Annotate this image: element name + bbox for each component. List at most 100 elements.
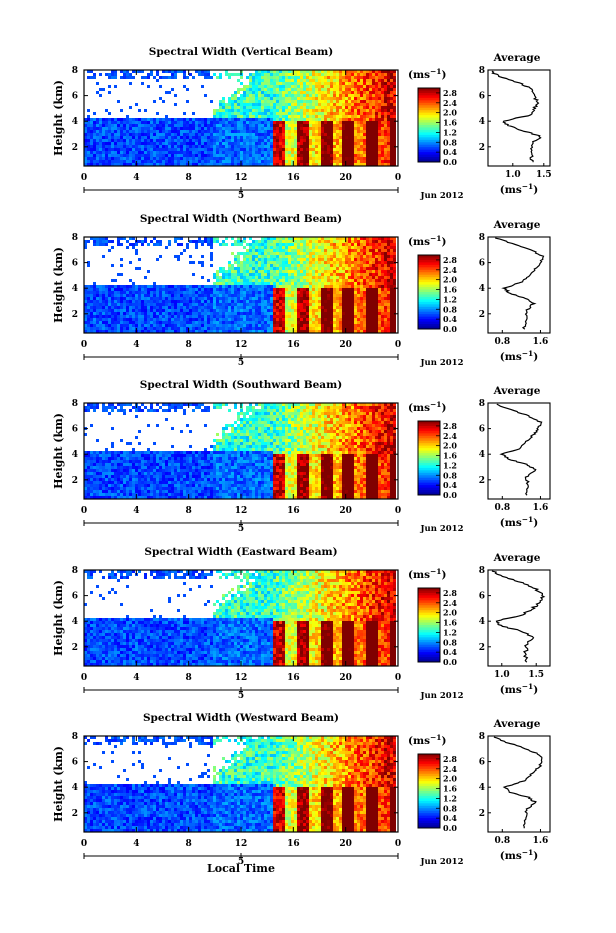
y-tick-label: 2	[72, 643, 78, 653]
average-unit-label: (ms−1)	[500, 182, 538, 196]
colorbar-tick-label: 0.4	[443, 147, 457, 157]
panel-title: Spectral Width (Northward Beam)	[140, 213, 342, 225]
spectral-width-heatmap	[84, 237, 396, 333]
colorbar-tick-label: 0.8	[443, 803, 457, 813]
average-y-tick-label: 4	[479, 117, 485, 127]
colorbar-tick-label: 2.0	[443, 608, 457, 618]
x-tick-label: 4	[133, 506, 139, 516]
colorbar-tick-label: 0.0	[443, 490, 457, 500]
average-title: Average	[493, 552, 541, 564]
y-tick-label: 8	[72, 566, 78, 576]
y-tick-label: 6	[72, 425, 78, 435]
colorbar-tick-label: 1.6	[443, 285, 457, 295]
average-x-tick-label: 1.6	[533, 503, 549, 513]
average-x-tick-label: 1.5	[528, 670, 544, 680]
average-unit-label: (ms−1)	[500, 848, 538, 862]
average-y-tick-label: 8	[479, 233, 485, 243]
x-tick-label: 4	[133, 340, 139, 350]
y-tick-label: 8	[72, 233, 78, 243]
panel-title: Spectral Width (Eastward Beam)	[144, 546, 337, 558]
average-y-tick-label: 2	[479, 643, 485, 653]
colorbar-tick-label: 1.6	[443, 451, 457, 461]
colorbar-tick-label: 0.4	[443, 480, 457, 490]
x-tick-label: 0	[81, 173, 87, 183]
x-tick-label: 0	[81, 673, 87, 683]
average-y-tick-label: 4	[479, 783, 485, 793]
average-x-tick-label: 0.8	[494, 503, 510, 513]
average-y-tick-label: 2	[479, 143, 485, 153]
colorbar-tick-label: 0.8	[443, 470, 457, 480]
colorbar-tick-label: 2.0	[443, 774, 457, 784]
y-tick-label: 2	[72, 310, 78, 320]
x-tick-label: 0	[395, 839, 401, 849]
y-tick-label: 6	[72, 92, 78, 102]
panel-3: Spectral Width (Southward Beam)2468Heigh…	[52, 379, 550, 534]
average-x-tick-label: 1.5	[536, 170, 552, 180]
colorbar: 2.82.42.01.61.20.80.40.0	[418, 588, 457, 667]
average-x-tick-label: 1.6	[533, 836, 549, 846]
date-tick-label: 5	[238, 691, 244, 701]
colorbar-tick-label: 2.8	[443, 754, 457, 764]
average-y-tick-label: 8	[479, 732, 485, 742]
average-y-tick-label: 4	[479, 450, 485, 460]
date-label: Jun 2012	[420, 524, 464, 534]
colorbar-tick-label: 2.0	[443, 108, 457, 118]
colorbar-tick-label: 0.8	[443, 637, 457, 647]
y-tick-label: 2	[72, 143, 78, 153]
date-tick-label: 5	[238, 358, 244, 368]
x-tick-label: 20	[339, 673, 352, 683]
panel-1: Spectral Width (Vertical Beam) 2 4 6 8 Height…	[52, 46, 552, 201]
panel-5: Spectral Width (Westward Beam)2468Height…	[52, 712, 550, 867]
y-tick-label: 4	[72, 450, 78, 460]
colorbar-unit-label: (ms−1)	[408, 567, 446, 581]
average-x-tick-label: 1.0	[494, 670, 510, 680]
colorbar-tick-label: 0.0	[443, 823, 457, 833]
average-profile-line	[495, 238, 543, 329]
average-profile-line	[494, 737, 542, 828]
y-tick-label: 6	[72, 758, 78, 768]
colorbar-tick-label: 0.4	[443, 647, 457, 657]
colorbar-tick-label: 1.6	[443, 118, 457, 128]
colorbar-tick-label: 0.0	[443, 657, 457, 667]
colorbar-tick-label: 0.0	[443, 157, 457, 167]
y-tick-label: 8	[72, 399, 78, 409]
y-axis-label: Height (km)	[52, 580, 65, 656]
colorbar-unit-label: (ms−1)	[408, 733, 446, 747]
y-tick-label: 2	[72, 809, 78, 819]
y-tick-label: 8	[72, 732, 78, 742]
y-tick-label: 4	[72, 617, 78, 627]
colorbar-tick-label: 2.8	[443, 255, 457, 265]
x-tick-label: 4	[133, 173, 139, 183]
panel-title: Spectral Width (Vertical Beam)	[149, 46, 333, 58]
colorbar: 2.82.42.01.61.20.80.40.0	[418, 88, 457, 167]
x-tick-label: 4	[133, 839, 139, 849]
colorbar-tick-label: 2.4	[443, 265, 457, 275]
average-y-tick-label: 4	[479, 284, 485, 294]
average-unit-label: (ms−1)	[500, 349, 538, 363]
x-tick-label: 20	[339, 506, 352, 516]
x-tick-label: 0	[395, 673, 401, 683]
colorbar-tick-label: 1.6	[443, 618, 457, 628]
average-title: Average	[493, 219, 541, 231]
date-label: Jun 2012	[420, 358, 464, 368]
colorbar-tick-label: 2.4	[443, 431, 457, 441]
y-axis-label: Height (km)	[52, 80, 65, 156]
y-axis-label: Height (km)	[52, 746, 65, 822]
date-tick-label: 5	[238, 191, 244, 201]
x-tick-label: 4	[133, 673, 139, 683]
average-y-tick-label: 4	[479, 617, 485, 627]
average-y-tick-label: 6	[479, 425, 485, 435]
y-tick-label: 6	[72, 592, 78, 602]
x-tick-label: 12	[235, 839, 248, 849]
colorbar-tick-label: 1.2	[443, 127, 457, 137]
average-title: Average	[493, 385, 541, 397]
x-tick-label: 8	[186, 173, 192, 183]
spectral-width-heatmap	[84, 403, 396, 499]
x-tick-label: 0	[395, 506, 401, 516]
x-tick-label: 12	[235, 340, 248, 350]
average-y-tick-label: 8	[479, 399, 485, 409]
average-x-tick-label: 0.8	[494, 337, 510, 347]
colorbar-tick-label: 1.2	[443, 294, 457, 304]
